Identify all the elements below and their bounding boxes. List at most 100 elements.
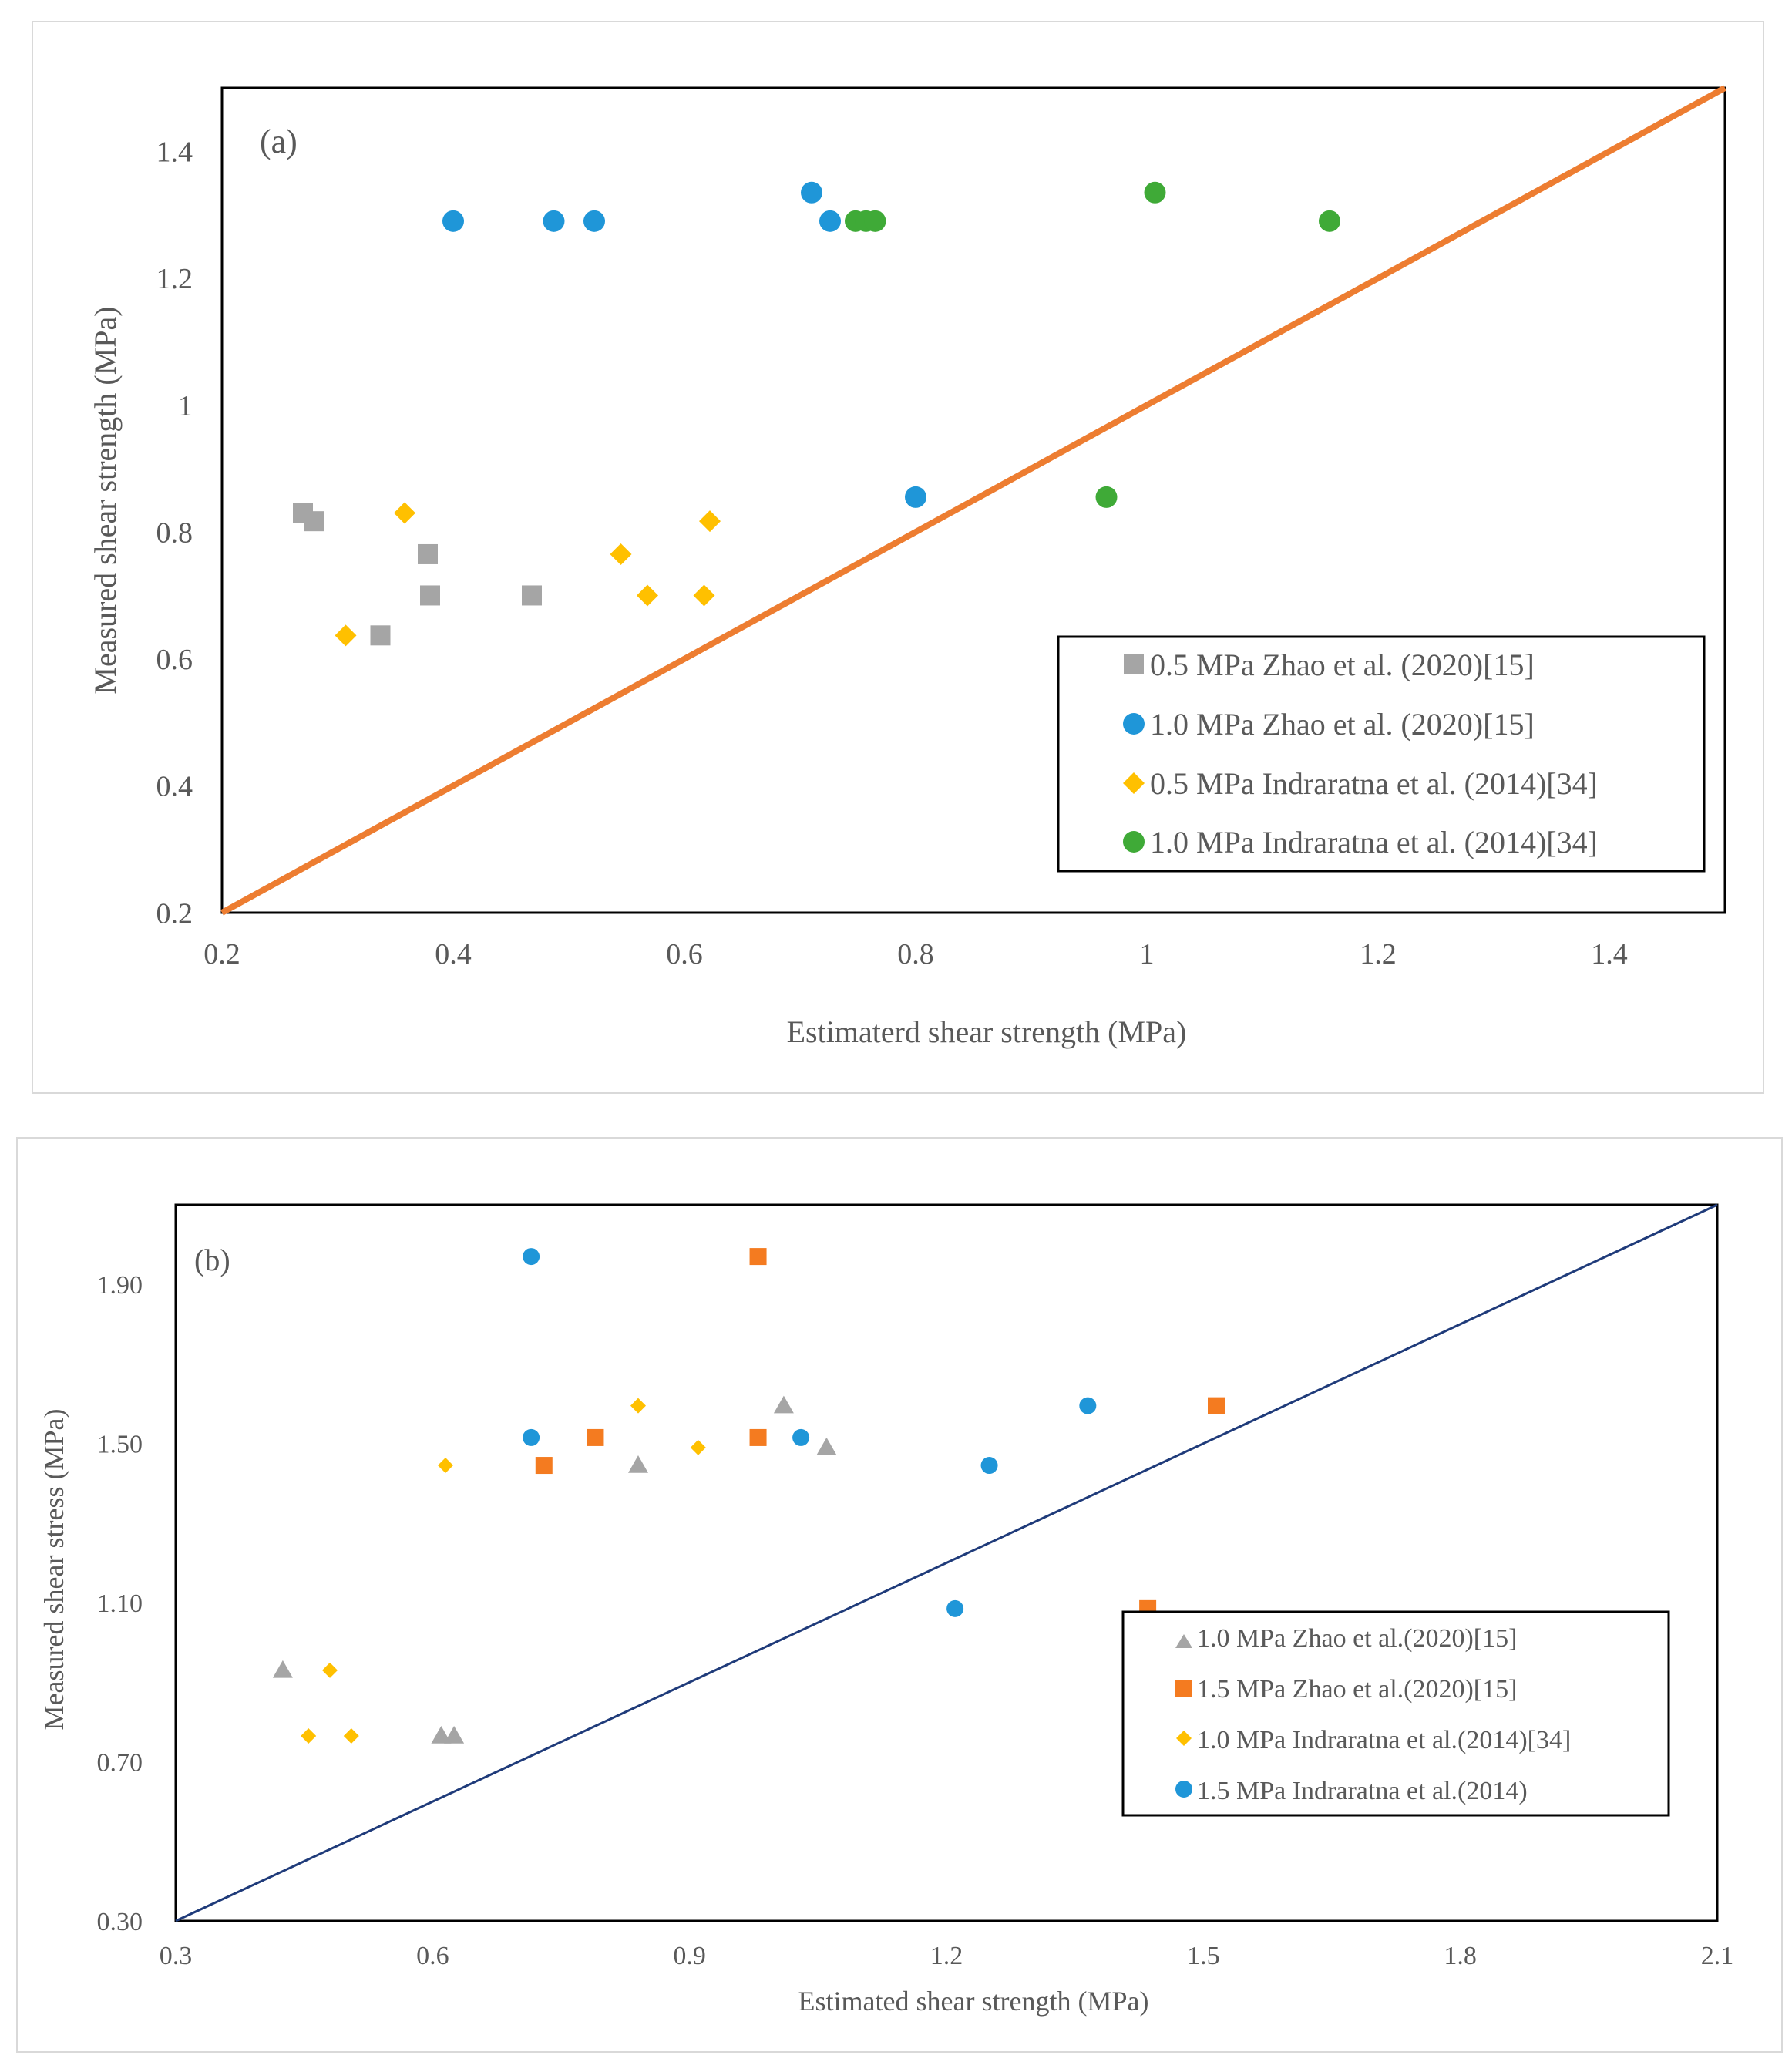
y-axis-title-b: Measured shear stress (MPa): [39, 1409, 69, 1731]
legend-a-label-2: 1.0 MPa Zhao et al. (2020)[15]: [1150, 707, 1535, 742]
y-tick-label-b: 1.10: [97, 1589, 143, 1618]
data-point-a-s1: [418, 543, 438, 564]
data-point-b-s2: [535, 1457, 553, 1475]
panel-b: 0.3 0.6 0.9 1.2 1.5 1.8 2.1 0.30 0.70 1.10 1.50 1.…: [16, 1137, 1783, 2053]
plot-area-b: [174, 1203, 1719, 1922]
data-point-a-s2: [442, 210, 464, 232]
data-point-b-s1: [272, 1660, 293, 1678]
data-point-b-s3: [322, 1662, 338, 1678]
y-tick-label-a: 1: [178, 390, 193, 422]
y-tick-label-a: 0.8: [156, 516, 193, 549]
legend-a-label-3: 0.5 MPa Indraratna et al. (2014)[34]: [1150, 766, 1598, 801]
x-tick-label-a: 0.2: [203, 938, 240, 970]
data-point-a-s2: [583, 210, 605, 232]
legend-a-marker-square-gray: [1124, 654, 1144, 674]
x-tick-label-a: 0.6: [666, 938, 703, 970]
data-point-b-s4: [946, 1599, 964, 1617]
x-tick-label-a: 1.2: [1360, 938, 1397, 970]
data-point-b-s3: [438, 1458, 453, 1474]
data-point-b-s2: [1208, 1397, 1225, 1414]
legend-b-label-4: 1.5 MPa Indraratna et al.(2014): [1197, 1777, 1528, 1805]
y-tick-label-b: 1.50: [97, 1431, 143, 1459]
data-point-a-s4: [864, 210, 886, 232]
panel-a: 0.2 0.4 0.6 0.8 1 1.2 1.4 0.20.40.60.811.21.4 …: [32, 21, 1764, 1094]
legend-a: 0.5 MPa Zhao et al. (2020)[15] 1.0 MPa Z…: [1057, 635, 1706, 873]
data-point-a-s4: [1144, 181, 1166, 204]
x-tick-label-a: 1.4: [1591, 938, 1628, 970]
x-tick-label-b: 0.9: [673, 1942, 706, 1970]
y-tick-label-a: 0.4: [156, 771, 193, 803]
data-point-a-s3: [693, 584, 715, 607]
x-tick-label-a: 1: [1140, 938, 1155, 970]
y-tick-label-a: 1.2: [156, 263, 193, 295]
data-point-a-s3: [610, 543, 632, 565]
data-point-a-s1: [420, 585, 440, 606]
legend-b-label-3: 1.0 MPa Indraratna et al.(2014)[34]: [1197, 1726, 1571, 1754]
x-tick-label-b: 2.1: [1701, 1942, 1734, 1970]
legend-a-box: [1057, 635, 1706, 873]
data-point-b-s2: [749, 1428, 767, 1446]
x-tick-label-b: 1.2: [930, 1942, 963, 1970]
data-point-b-s1: [773, 1395, 794, 1414]
data-point-b-s3: [301, 1728, 317, 1744]
legend-a-marker-circle-green: [1123, 831, 1145, 853]
panel-a-label: (a): [260, 123, 298, 160]
y-tick-label-b: 0.30: [97, 1908, 143, 1936]
data-point-b-s1: [816, 1437, 837, 1455]
x-tick-label-b: 1.5: [1187, 1942, 1220, 1970]
legend-b-marker-triangle-gray: [1175, 1634, 1192, 1648]
data-point-a-s2: [905, 486, 926, 508]
x-tick-label-a: 0.4: [435, 938, 472, 970]
plot-area-a: [220, 86, 1726, 914]
legend-b: 1.0 MPa Zhao et al.(2020)[15] 1.5 MPa Zh…: [1121, 1610, 1670, 1817]
y-tick-label-b: 0.70: [97, 1748, 143, 1777]
data-point-a-s3: [637, 584, 658, 607]
data-point-b-s4: [523, 1248, 540, 1266]
data-point-b-s2: [587, 1428, 604, 1446]
y-axis-title-a: Measured shear strength (MPa): [88, 306, 123, 694]
y-tick-label-a: 0.2: [156, 897, 193, 930]
data-point-b-s1: [431, 1726, 452, 1744]
data-point-b-s1: [444, 1726, 465, 1744]
legend-a-marker-circle-blue: [1123, 713, 1145, 735]
panel-b-border: [16, 1137, 1783, 2053]
legend-a-marker-diamond-yellow: [1123, 772, 1145, 794]
legend-b-label-1: 1.0 MPa Zhao et al.(2020)[15]: [1197, 1624, 1517, 1653]
data-point-b-s2: [749, 1248, 767, 1266]
data-point-a-s4: [1319, 210, 1340, 232]
panel-a-border: [32, 21, 1764, 1094]
data-point-b-s4: [1079, 1397, 1097, 1414]
x-axis-title-b: Estimated shear strength (MPa): [798, 1986, 1149, 2017]
legend-b-marker-square-orange: [1175, 1680, 1192, 1697]
x-axis-title-a: Estimaterd shear strength (MPa): [787, 1014, 1187, 1049]
data-point-a-s4: [1095, 486, 1118, 508]
legend-b-box: [1121, 1610, 1670, 1817]
data-point-a-s2: [543, 210, 565, 232]
data-point-b-s4: [792, 1428, 810, 1446]
panel-b-label: (b): [194, 1243, 230, 1277]
data-point-a-s2: [819, 210, 841, 232]
data-point-a-s1: [522, 585, 542, 606]
data-point-b-s3: [690, 1439, 706, 1455]
data-point-a-s3: [335, 624, 357, 647]
data-point-b-s3: [630, 1398, 646, 1414]
legend-a-label-1: 0.5 MPa Zhao et al. (2020)[15]: [1150, 648, 1535, 682]
data-point-a-s1: [304, 511, 324, 532]
legend-b-marker-circle-blue: [1175, 1781, 1192, 1798]
data-point-a-s2: [801, 181, 822, 204]
data-point-a-s3: [699, 510, 721, 533]
data-point-a-s1: [370, 625, 391, 646]
x-tick-label-a: 0.8: [897, 938, 934, 970]
legend-a-label-4: 1.0 MPa Indraratna et al. (2014)[34]: [1150, 825, 1598, 859]
reference-line-a: [220, 85, 1726, 916]
x-tick-label-b: 0.3: [160, 1942, 193, 1970]
reference-line-b: [175, 1203, 1718, 1922]
data-point-b-s1: [628, 1455, 648, 1473]
legend-b-marker-diamond-yellow: [1176, 1731, 1192, 1746]
data-point-b-s4: [980, 1457, 998, 1475]
data-point-b-s4: [523, 1428, 540, 1446]
x-tick-label-b: 0.6: [416, 1942, 449, 1970]
y-tick-label-a: 0.6: [156, 644, 193, 676]
